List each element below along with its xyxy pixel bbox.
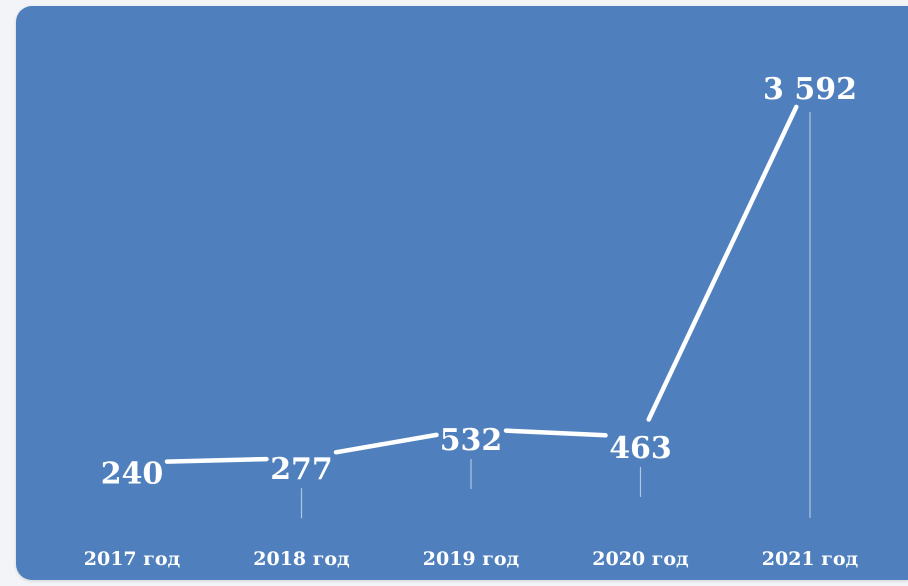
data-label: 240	[101, 456, 164, 491]
x-axis-labels: 2017 год 2018 год 2019 год 2020 год 2021 год	[84, 548, 859, 570]
line-segment	[164, 456, 269, 464]
line-segment	[646, 104, 799, 422]
drop-lines	[300, 112, 811, 519]
x-tick-label: 2017 год	[84, 548, 181, 570]
x-tick-label: 2019 год	[423, 548, 520, 570]
series-line	[164, 104, 799, 464]
data-label: 532	[440, 423, 503, 458]
data-label: 463	[609, 431, 672, 466]
chart-panel: 240 277 532 463 3 592 2017 год 2018 год 2019 г…	[16, 6, 908, 580]
line-segment	[503, 428, 608, 438]
x-tick-label: 2020 год	[592, 548, 689, 570]
data-labels: 240 277 532 463 3 592	[101, 72, 857, 491]
line-segment	[333, 432, 439, 455]
x-tick-label: 2021 год	[762, 548, 859, 570]
data-label: 277	[270, 452, 333, 487]
x-tick-label: 2018 год	[253, 548, 350, 570]
line-chart: 240 277 532 463 3 592 2017 год 2018 год 2019 г…	[84, 72, 859, 570]
data-label: 3 592	[763, 72, 857, 107]
